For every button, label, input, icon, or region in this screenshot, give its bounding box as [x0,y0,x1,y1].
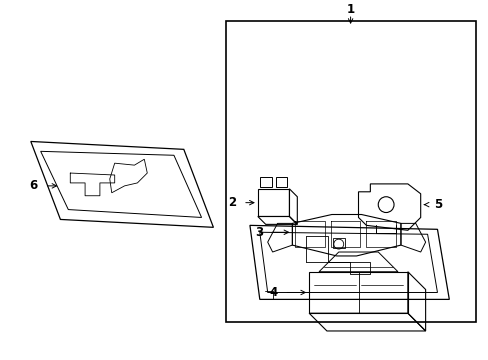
Bar [226,21,475,322]
Text: 5: 5 [433,198,442,211]
Text: 1: 1 [346,3,354,16]
Text: 4: 4 [269,286,277,299]
Bar [259,177,271,187]
Text: 3: 3 [254,226,263,239]
Text: 6: 6 [30,179,38,192]
Bar [332,238,344,248]
Bar [275,177,287,187]
Text: 2: 2 [227,196,236,209]
